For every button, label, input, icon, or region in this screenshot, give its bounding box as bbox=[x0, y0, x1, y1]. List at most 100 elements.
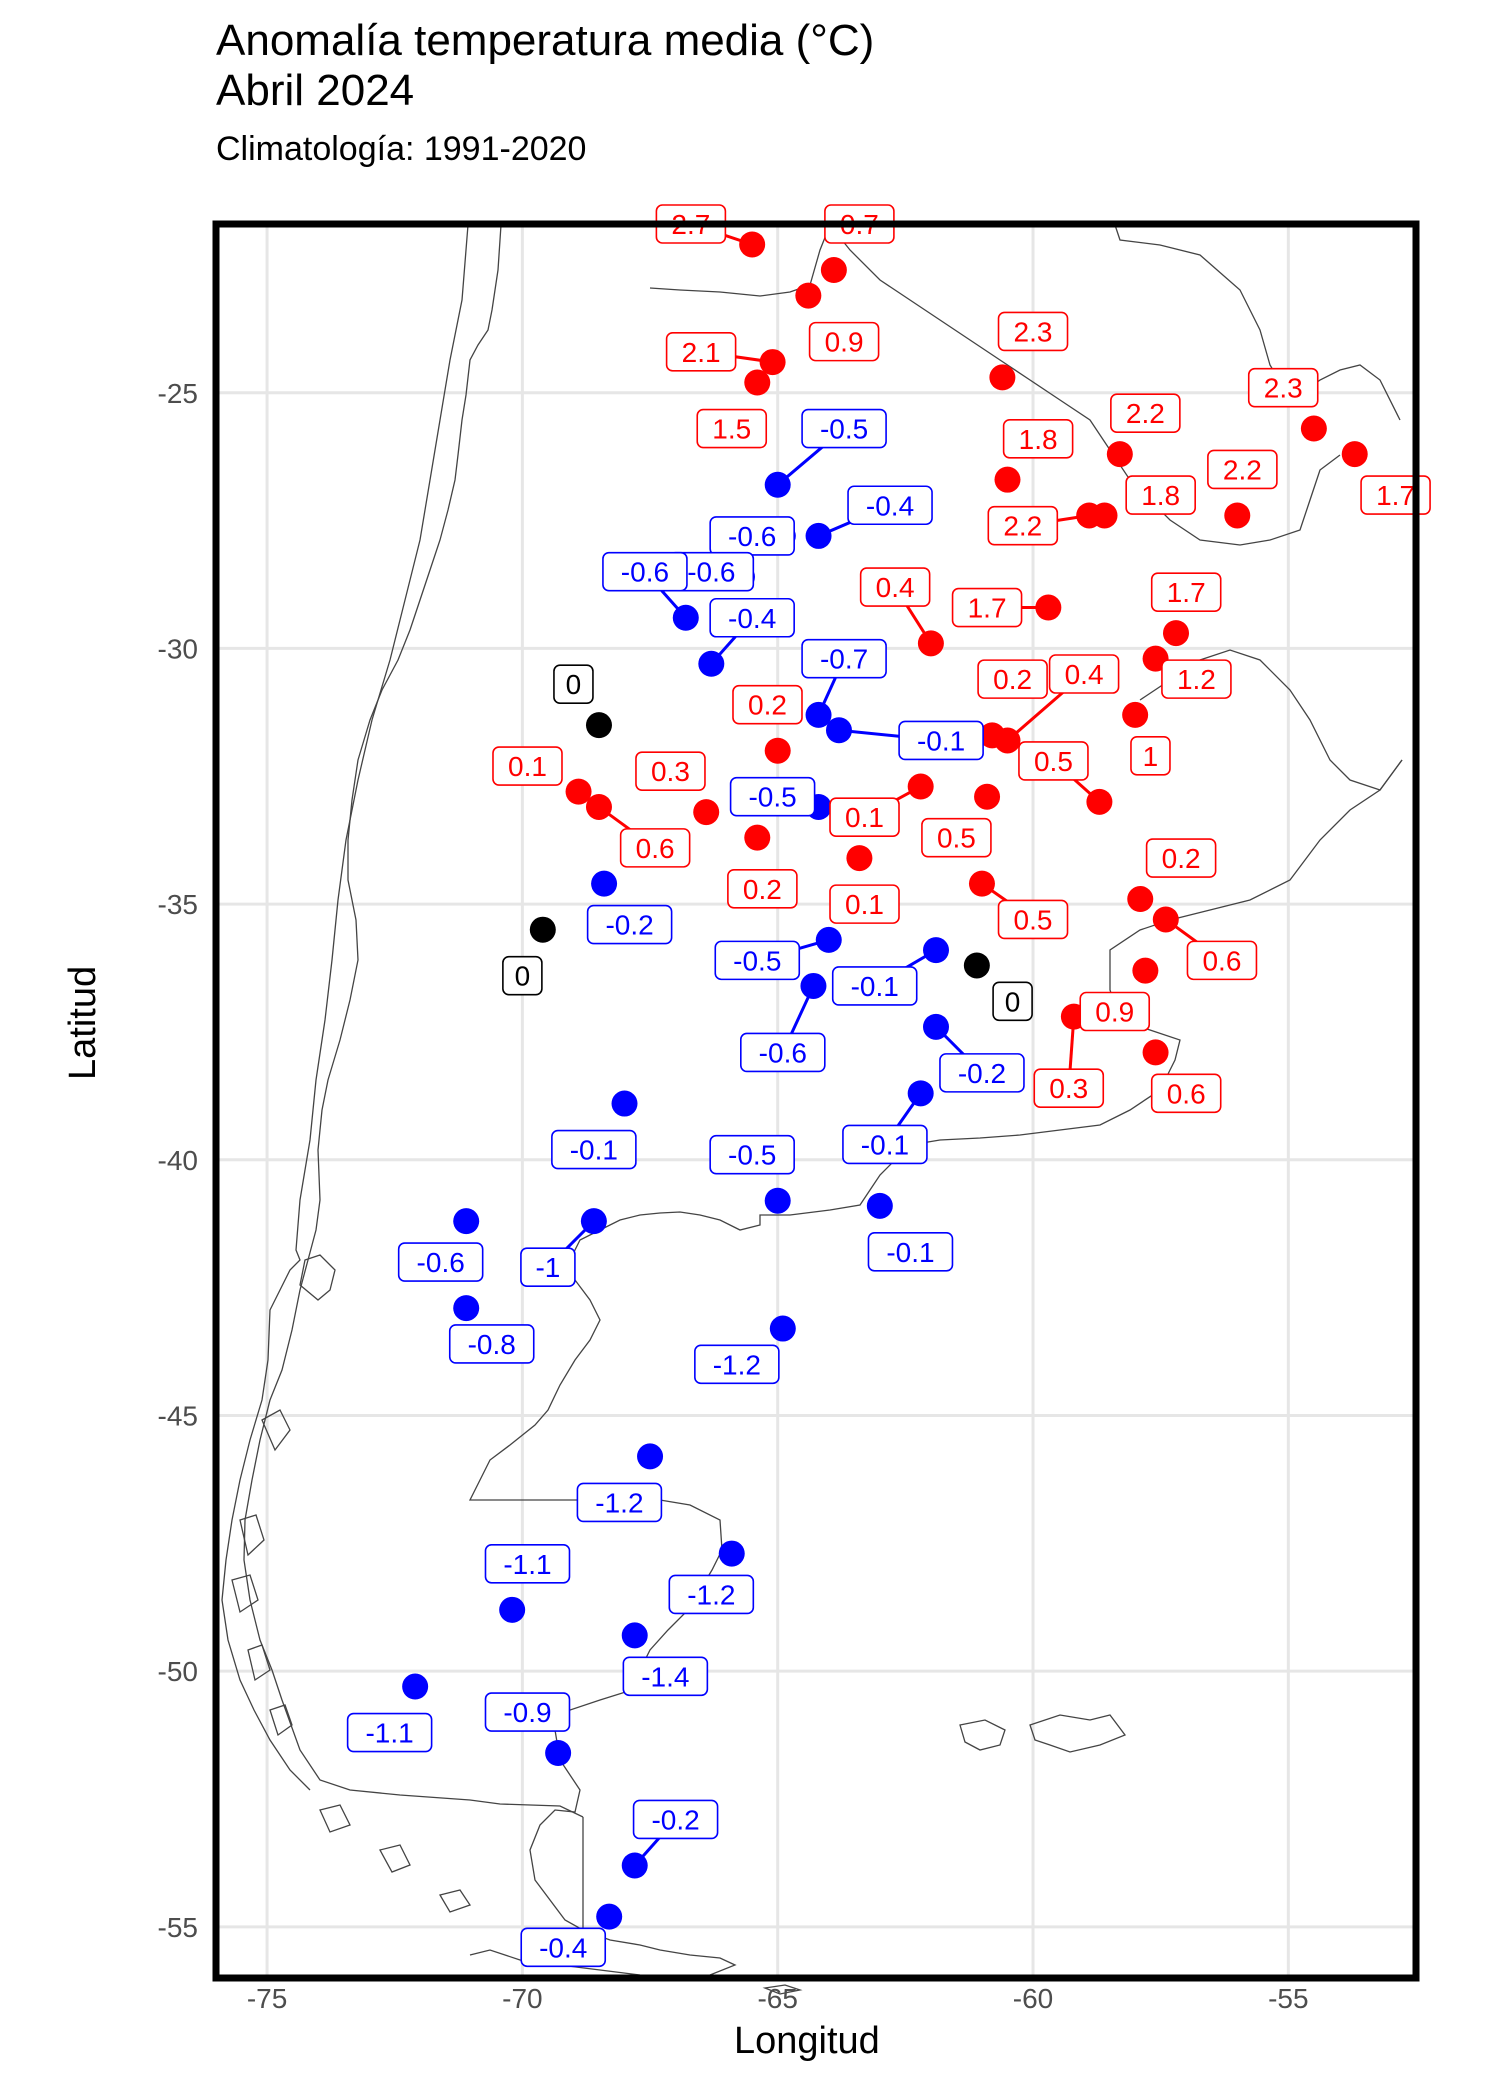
value-label-box bbox=[801, 408, 887, 449]
station-point bbox=[621, 1622, 648, 1649]
station-point bbox=[1224, 502, 1251, 529]
value-label-box bbox=[829, 884, 900, 924]
value-label-box bbox=[602, 551, 688, 592]
value-label: -1.1 bbox=[503, 1549, 551, 1580]
station-point bbox=[739, 231, 766, 258]
value-label: 0.3 bbox=[1049, 1073, 1088, 1104]
station-point bbox=[963, 952, 990, 979]
station-point bbox=[1035, 594, 1062, 621]
chart-title-line2: Abril 2024 bbox=[216, 66, 415, 115]
station-point bbox=[585, 712, 612, 739]
station-point bbox=[591, 870, 618, 897]
value-label: -0.6 bbox=[687, 557, 735, 588]
station-point bbox=[693, 799, 720, 826]
value-label-box bbox=[727, 868, 798, 909]
station-point bbox=[744, 369, 771, 396]
station-point bbox=[907, 1080, 934, 1107]
y-tick-label: -25 bbox=[158, 378, 198, 409]
value-label-box bbox=[622, 1656, 709, 1697]
x-tick-label: -65 bbox=[757, 1983, 797, 2014]
value-label: 0.6 bbox=[1167, 1078, 1206, 1109]
station-point bbox=[917, 630, 944, 657]
value-label-box bbox=[1002, 418, 1074, 459]
station-point bbox=[825, 717, 852, 744]
value-label: -1 bbox=[535, 1252, 560, 1283]
station-point bbox=[1076, 502, 1103, 529]
value-label: 2.1 bbox=[682, 337, 721, 368]
value-label-box bbox=[992, 981, 1033, 1022]
value-label: -0.4 bbox=[866, 490, 914, 521]
value-label: 1.8 bbox=[1141, 480, 1180, 511]
value-label-box bbox=[842, 1124, 928, 1165]
value-label-box bbox=[831, 966, 918, 1006]
value-label: 1.5 bbox=[712, 414, 751, 445]
station-point bbox=[974, 783, 1001, 810]
estados-island bbox=[762, 1984, 803, 1995]
value-label: 1.2 bbox=[1177, 664, 1216, 695]
value-label: 0 bbox=[515, 961, 531, 992]
value-label: -0.1 bbox=[886, 1237, 934, 1268]
value-label-box bbox=[709, 1134, 795, 1175]
value-label: 0.2 bbox=[743, 874, 782, 905]
station-point bbox=[968, 870, 995, 897]
value-label-box bbox=[977, 659, 1048, 699]
value-label: -0.2 bbox=[651, 1804, 699, 1835]
value-label-box bbox=[586, 904, 673, 945]
value-label: 0.1 bbox=[845, 802, 884, 833]
value-label-box bbox=[997, 311, 1069, 352]
station-point bbox=[698, 650, 725, 677]
value-label-box bbox=[1048, 654, 1120, 694]
value-label-box bbox=[729, 776, 816, 817]
value-label: -1.4 bbox=[641, 1661, 689, 1692]
value-label: -0.1 bbox=[861, 1129, 909, 1160]
value-label: 0.6 bbox=[636, 833, 675, 864]
plot-frame bbox=[212, 220, 1420, 1982]
value-label-box bbox=[859, 567, 931, 607]
value-label-box bbox=[1150, 1073, 1222, 1114]
station-point bbox=[499, 1596, 526, 1623]
station-point bbox=[989, 364, 1016, 391]
station-point bbox=[805, 701, 832, 728]
value-label-box bbox=[551, 1129, 637, 1170]
chile-argentina-border bbox=[243, 224, 584, 1818]
value-label: 2.2 bbox=[1223, 454, 1262, 485]
station-point bbox=[621, 1852, 648, 1879]
station-point bbox=[1142, 1039, 1169, 1066]
value-label-box bbox=[921, 817, 992, 858]
value-label: 0.2 bbox=[1162, 843, 1201, 874]
station-point bbox=[585, 793, 612, 820]
value-label: 0.2 bbox=[993, 664, 1032, 695]
value-label-box bbox=[1130, 736, 1171, 776]
value-label-box bbox=[576, 1482, 663, 1523]
value-label: 0 bbox=[1005, 986, 1021, 1017]
value-label-box bbox=[801, 638, 887, 679]
value-label: 1 bbox=[1143, 741, 1159, 772]
station-point bbox=[994, 727, 1021, 754]
value-label: -0.4 bbox=[539, 1932, 587, 1963]
station-point bbox=[1152, 906, 1179, 933]
value-label-box bbox=[829, 797, 900, 837]
value-label: 1.7 bbox=[968, 593, 1007, 624]
station-point bbox=[1127, 886, 1154, 913]
station-point bbox=[637, 1443, 664, 1470]
value-label: 2.3 bbox=[1264, 373, 1303, 404]
value-label: 1.8 bbox=[1019, 424, 1058, 455]
station-point bbox=[764, 1187, 791, 1214]
station-point bbox=[453, 1295, 480, 1322]
value-label-box bbox=[714, 940, 801, 981]
y-tick-label: -50 bbox=[158, 1656, 198, 1687]
title-block: Anomalía temperatura media (°C) Abril 20… bbox=[216, 16, 874, 169]
value-label-box bbox=[635, 751, 706, 791]
station-point bbox=[1132, 957, 1159, 984]
value-label-box bbox=[847, 485, 933, 526]
value-label: -0.7 bbox=[820, 644, 868, 675]
station-point bbox=[545, 1739, 572, 1766]
station-point bbox=[718, 1540, 745, 1567]
value-label-box bbox=[1186, 940, 1258, 981]
value-label: -0.6 bbox=[759, 1037, 807, 1068]
station-point bbox=[994, 466, 1021, 493]
chile-coast bbox=[221, 224, 469, 1791]
value-label-box bbox=[987, 505, 1059, 546]
station-point bbox=[923, 937, 949, 964]
value-label: 0.5 bbox=[1034, 746, 1073, 777]
